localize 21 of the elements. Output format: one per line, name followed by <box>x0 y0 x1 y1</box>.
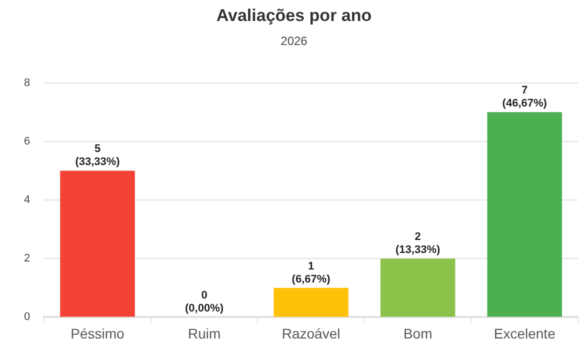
data-label: 7 (46,67%) <box>502 84 548 110</box>
x-tick-label: Excelente <box>494 325 556 342</box>
x-tick-label: Ruim <box>188 325 221 342</box>
data-label: 2 (13,33%) <box>396 231 440 256</box>
bar <box>487 112 562 317</box>
bar <box>60 170 135 317</box>
data-label: 5 (33,33%) <box>75 143 120 168</box>
x-tick-label: Péssimo <box>70 325 125 342</box>
bar <box>380 258 456 317</box>
y-tick-label: 2 <box>24 252 30 265</box>
chart-subtitle: 2026 <box>280 34 308 48</box>
x-tick-label: Bom <box>403 325 432 342</box>
y-tick-label: 6 <box>24 135 30 148</box>
chart-title: Avaliações por ano <box>216 6 372 25</box>
x-tick-label: Razoável <box>282 325 340 342</box>
bar <box>274 288 348 317</box>
y-tick-label: 8 <box>24 76 30 89</box>
y-tick-label: 0 <box>24 311 30 324</box>
data-label: 0 (0,00%) <box>185 290 224 315</box>
data-label: 1 (6,67%) <box>292 260 331 286</box>
y-tick-label: 4 <box>24 194 30 206</box>
